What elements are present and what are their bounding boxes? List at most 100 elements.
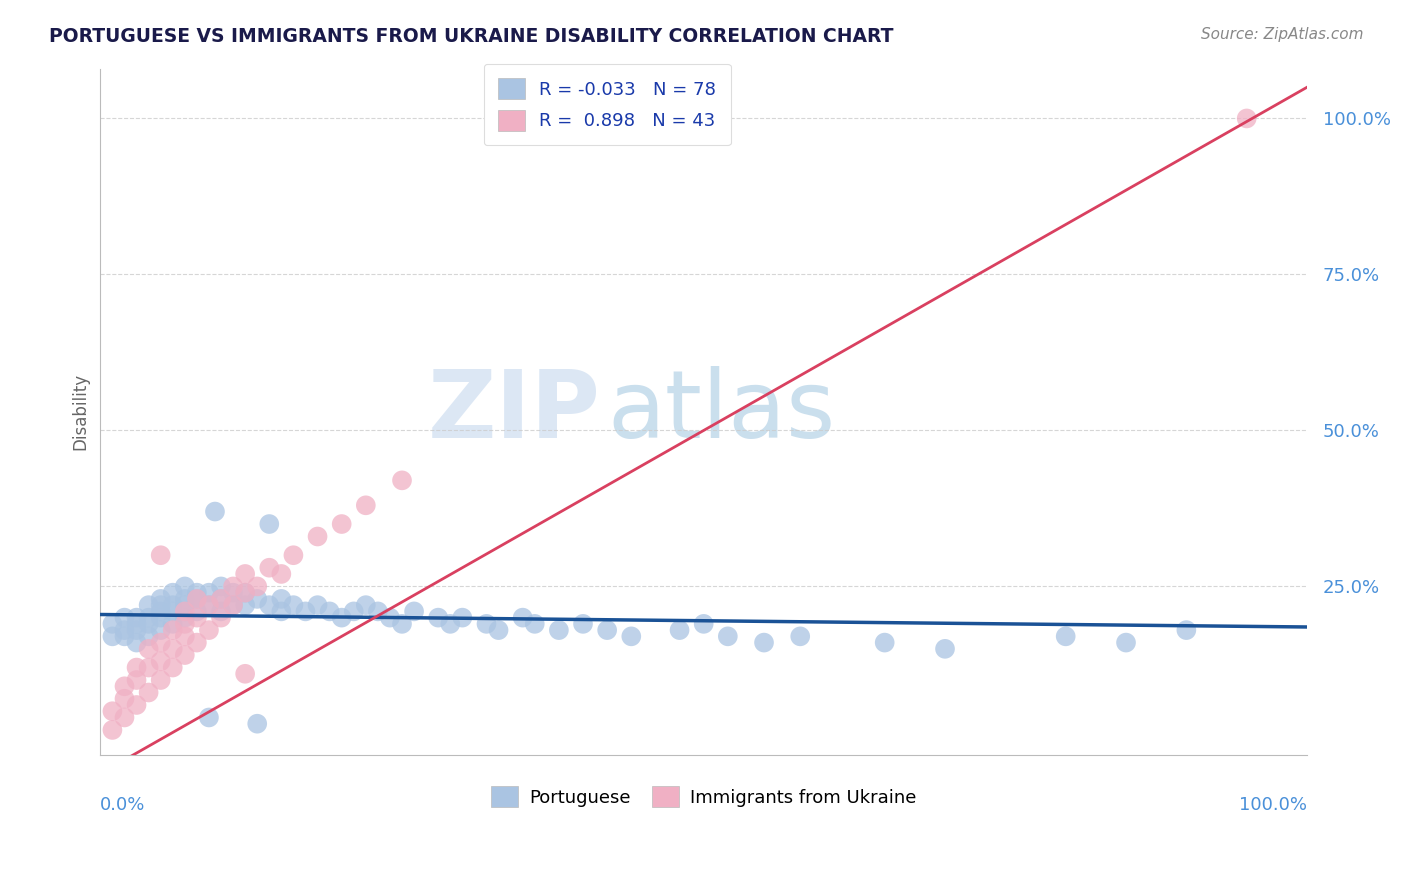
Point [439,616,461,631]
Point [162,623,184,637]
Point [114,629,136,643]
Point [173,610,195,624]
Point [114,623,136,637]
Point [209,591,232,606]
Point [198,710,221,724]
Point [149,604,172,618]
Point [343,604,366,618]
Point [198,585,221,599]
Point [101,723,124,737]
Text: PORTUGUESE VS IMMIGRANTS FROM UKRAINE DISABILITY CORRELATION CHART: PORTUGUESE VS IMMIGRANTS FROM UKRAINE DI… [49,27,894,45]
Point [149,610,172,624]
Point [1115,635,1137,649]
Point [354,498,377,512]
Point [1175,623,1198,637]
Point [233,585,256,599]
Point [283,548,305,562]
Point [101,629,124,643]
Point [186,591,208,606]
Point [512,610,534,624]
Point [246,591,269,606]
Point [138,598,160,612]
Point [270,566,292,581]
Point [475,616,498,631]
Point [173,616,195,631]
Point [162,585,184,599]
Point [173,648,195,662]
Point [259,598,281,612]
Point [259,516,281,531]
Point [1054,629,1077,643]
Point [318,604,340,618]
Point [173,579,195,593]
Point [162,604,184,618]
Point [717,629,740,643]
Point [149,598,172,612]
Point [873,635,896,649]
Text: 0.0%: 0.0% [100,796,146,814]
Point [404,604,426,618]
Point [1236,112,1258,126]
Point [354,598,377,612]
Legend: Portuguese, Immigrants from Ukraine: Portuguese, Immigrants from Ukraine [484,780,924,814]
Y-axis label: Disability: Disability [72,373,89,450]
Point [246,579,269,593]
Point [162,641,184,656]
Point [233,666,256,681]
Point [138,685,160,699]
Point [162,616,184,631]
Point [209,604,232,618]
Point [789,629,811,643]
Point [451,610,474,624]
Point [114,710,136,724]
Point [114,691,136,706]
Point [233,566,256,581]
Point [307,529,329,543]
Point [138,616,160,631]
Point [233,598,256,612]
Point [222,585,245,599]
Point [186,610,208,624]
Point [620,629,643,643]
Point [548,623,571,637]
Point [149,654,172,668]
Text: ZIP: ZIP [429,366,602,458]
Point [138,629,160,643]
Point [307,598,329,612]
Point [198,623,221,637]
Point [186,591,208,606]
Point [125,635,148,649]
Point [209,579,232,593]
Point [233,585,256,599]
Text: atlas: atlas [607,366,835,458]
Point [330,610,353,624]
Point [209,591,232,606]
Point [173,604,195,618]
Point [222,598,245,612]
Point [198,598,221,612]
Point [149,623,172,637]
Point [186,604,208,618]
Point [246,716,269,731]
Point [149,548,172,562]
Point [222,598,245,612]
Point [173,598,195,612]
Point [125,623,148,637]
Point [488,623,510,637]
Point [270,604,292,618]
Point [934,641,956,656]
Point [125,673,148,687]
Point [173,591,195,606]
Point [270,591,292,606]
Point [523,616,546,631]
Text: Source: ZipAtlas.com: Source: ZipAtlas.com [1201,27,1364,42]
Point [378,610,401,624]
Point [125,610,148,624]
Point [162,598,184,612]
Point [752,635,775,649]
Point [114,610,136,624]
Point [692,616,714,631]
Point [572,616,595,631]
Point [427,610,450,624]
Point [101,616,124,631]
